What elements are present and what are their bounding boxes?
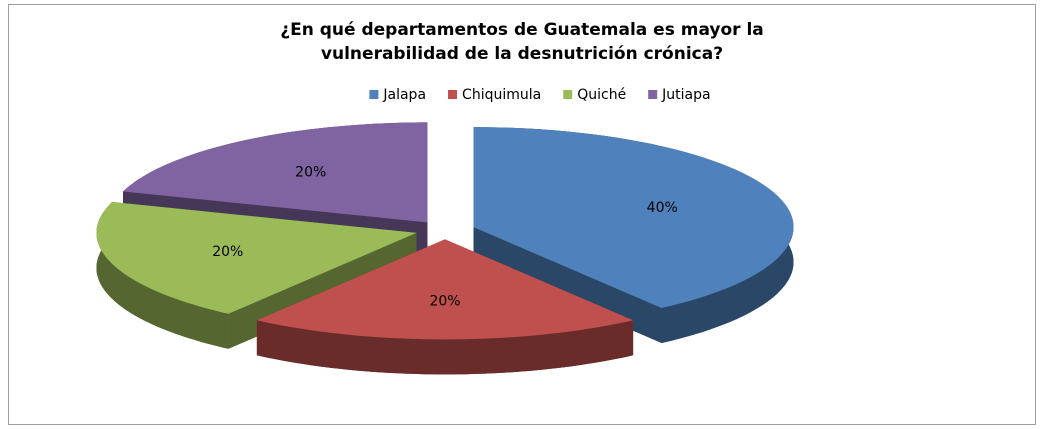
slice-side	[96, 202, 229, 349]
data-label: 20%	[212, 244, 243, 260]
slice	[473, 127, 794, 308]
data-label: 20%	[295, 164, 326, 180]
slice-side	[256, 320, 634, 375]
slice	[256, 239, 634, 340]
legend-swatch	[648, 90, 658, 99]
legend-swatch	[448, 90, 458, 99]
legend-label: Chiquimula	[462, 87, 541, 103]
legend-label: Jutiapa	[661, 87, 710, 103]
chart-title: ¿En qué departamentos de Guatemala es ma…	[280, 20, 764, 64]
legend-swatch	[369, 90, 379, 99]
legend-label: Jalapa	[382, 87, 426, 103]
legend: Jalapa Chiquimula Quiché Jutiapa	[369, 87, 711, 103]
data-label: 20%	[429, 293, 460, 309]
legend-swatch	[563, 90, 573, 99]
slice	[123, 122, 428, 223]
legend-label: Quiché	[577, 87, 626, 103]
data-label: 40%	[647, 200, 678, 216]
slice-side-shade	[256, 320, 634, 375]
slice	[96, 202, 417, 314]
slice-side-shade	[96, 202, 229, 349]
